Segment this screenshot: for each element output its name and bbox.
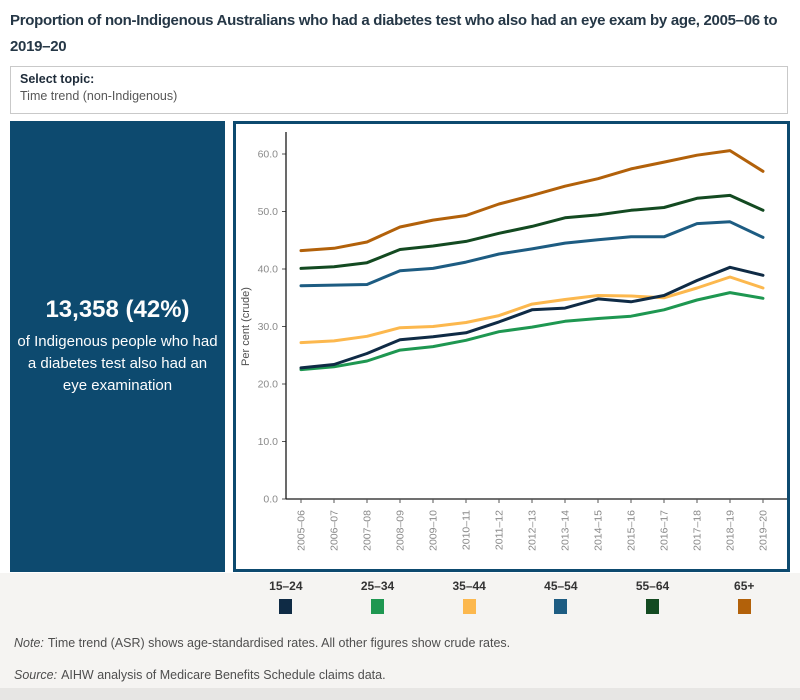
topic-selector-value[interactable]: Time trend (non-Indigenous)	[20, 89, 178, 103]
x-tick-label: 2009–10	[428, 510, 440, 551]
legend-item-label: 35–44	[452, 579, 486, 593]
legend-item-65+[interactable]: 65+	[698, 579, 790, 625]
x-tick-label: 2018–19	[725, 510, 737, 551]
legend-item-label: 15–24	[269, 579, 303, 593]
legend-swatch	[646, 599, 660, 614]
x-tick-label: 2016–17	[659, 510, 671, 551]
legend-item-55-64[interactable]: 55–64	[607, 579, 699, 625]
line-series-45–54[interactable]	[299, 220, 765, 288]
x-tick-label: 2011–12	[494, 510, 506, 550]
source-text: Source: AIHW analysis of Medicare Benefit…	[14, 668, 386, 682]
x-tick-label: 2014–15	[593, 510, 605, 551]
legend-swatch	[279, 599, 293, 614]
x-tick-label: 2006–07	[329, 510, 341, 551]
topic-selector-label: Select topic:	[20, 72, 95, 86]
y-tick-label: 60.0	[258, 149, 279, 161]
legend-item-label: 45–54	[544, 579, 578, 593]
page-title: Proportion of non-Indigenous Australians…	[10, 12, 778, 56]
legend-item-label: 65+	[734, 579, 755, 593]
highlight-panel: 13,358 (42%) of Indigenous people who ha…	[10, 121, 225, 572]
line-series-15–24[interactable]	[299, 265, 765, 370]
y-axis-title: Per cent (crude)	[240, 287, 252, 366]
x-tick-label: 2015–16	[626, 510, 638, 551]
source-body: AIHW analysis of Medicare Benefits Sched…	[61, 668, 386, 682]
y-tick-label: 20.0	[258, 379, 279, 391]
line-series-65+[interactable]	[299, 149, 765, 253]
line-series-35–44[interactable]	[299, 275, 765, 345]
legend-swatch	[371, 599, 384, 614]
line-series-55–64[interactable]	[299, 193, 765, 270]
legend-swatch	[462, 599, 476, 614]
note-label: Note:	[14, 636, 44, 650]
bottom-strip	[0, 688, 800, 700]
x-tick-label: 2019–20	[758, 510, 770, 551]
note-text: Note: Time trend (ASR) shows age-standard…	[14, 636, 510, 650]
x-tick-label: 2005–06	[296, 510, 308, 551]
legend-item-45-54[interactable]: 45–54	[515, 579, 607, 625]
highlight-stat: 13,358 (42%)	[45, 296, 190, 324]
topic-selector[interactable]: Select topic: Time trend (non-Indigenous…	[10, 66, 788, 114]
y-tick-label: 0.0	[263, 494, 278, 506]
y-tick-label: 50.0	[258, 206, 279, 218]
x-tick-label: 2013–14	[560, 510, 572, 551]
line-series-25–34[interactable]	[299, 291, 765, 372]
note-body: Time trend (ASR) shows age-standardised …	[47, 636, 511, 650]
legend-swatch	[737, 599, 751, 614]
x-tick-label: 2008–09	[395, 510, 407, 551]
legend-item-label: 55–64	[635, 579, 670, 593]
x-tick-label: 2010–11	[461, 510, 473, 550]
x-tick-label: 2007–08	[362, 510, 374, 551]
legend-item-15-24[interactable]: 15–24	[240, 579, 332, 625]
y-tick-label: 40.0	[258, 264, 279, 276]
y-tick-label: 30.0	[258, 321, 279, 333]
highlight-description: of Indigenous people who had a diabetes …	[17, 333, 218, 394]
y-tick-label: 10.0	[258, 436, 279, 448]
x-tick-label: 2017–18	[692, 510, 704, 551]
x-tick-label: 2012–13	[527, 510, 539, 551]
legend-swatch	[554, 599, 568, 614]
legend-item-label: 25–34	[360, 579, 395, 593]
legend-item-35-44[interactable]: 35–44	[423, 579, 515, 625]
chart-svg[interactable]: 0.0 10.0 20.0 30.0 40.0 50.0 60.0 2005–06 2006–0…	[236, 124, 787, 569]
legend-item-25-34[interactable]: 25–34	[332, 579, 424, 625]
source-label: Source:	[14, 668, 58, 682]
footer-band	[0, 573, 800, 700]
legend: 15–24 25–34 35–44 45–54 55–64 65+	[240, 579, 790, 625]
line-chart[interactable]: 0.0 10.0 20.0 30.0 40.0 50.0 60.0 2005–06 2006–0…	[233, 121, 790, 572]
